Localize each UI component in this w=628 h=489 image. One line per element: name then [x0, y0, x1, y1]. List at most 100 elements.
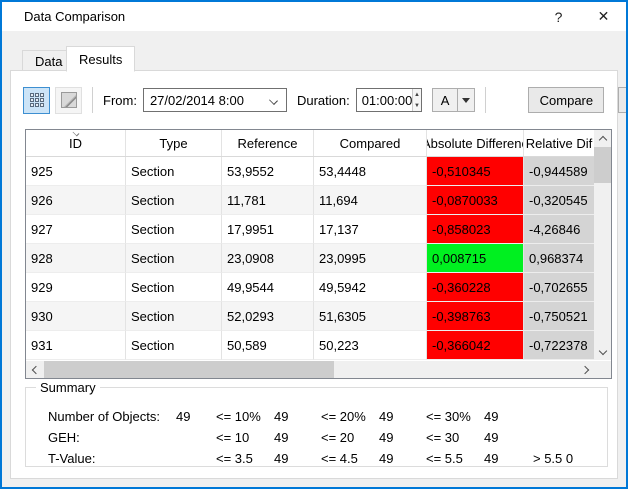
dropdown-arrow-icon	[462, 97, 471, 103]
summary-row: Number of Objects: 49 <= 10% 49 <= 20% 49 <= 3…	[48, 406, 595, 427]
duration-spinbox[interactable]: 01:00:00 ▲ ▼	[355, 88, 422, 112]
cell-compared[interactable]: 11,694	[314, 186, 427, 215]
cell-reference[interactable]: 52,0293	[222, 302, 314, 331]
cell-id[interactable]: 928	[26, 244, 126, 273]
scroll-up-icon[interactable]	[594, 130, 611, 147]
cell-id[interactable]: 929	[26, 273, 126, 302]
summary-row: T-Value: <= 3.5 49 <= 4.5 49 <= 5.5 49 > 5.5 0	[48, 448, 595, 469]
summary-count: 49	[274, 408, 289, 424]
cell-relative[interactable]: -4,26846	[524, 215, 594, 244]
summary-count: 49	[484, 429, 499, 445]
aggregation-label[interactable]: A	[433, 89, 459, 111]
cell-absolute[interactable]: 0,008715	[427, 244, 524, 273]
cell-relative[interactable]: -0,722378	[524, 331, 594, 360]
cell-relative[interactable]: -0,944589	[524, 157, 594, 186]
cell-relative[interactable]: -0,750521	[524, 302, 594, 331]
cell-compared[interactable]: 49,5942	[314, 273, 427, 302]
summary-count: 49	[274, 429, 289, 445]
cell-absolute[interactable]: -0,510345	[427, 157, 524, 186]
cell-relative[interactable]: -0,702655	[524, 273, 594, 302]
cell-absolute[interactable]: -0,360228	[427, 273, 524, 302]
aggregation-dropdown[interactable]	[458, 89, 474, 111]
summary-threshold: <= 20	[321, 429, 355, 445]
spin-down-icon[interactable]: ▼	[413, 100, 421, 111]
chart-view-button[interactable]	[55, 86, 82, 114]
cell-relative[interactable]: 0,968374	[524, 244, 594, 273]
cell-id[interactable]: 926	[26, 186, 126, 215]
cell-reference[interactable]: 53,9552	[222, 157, 314, 186]
scroll-down-icon[interactable]	[594, 343, 611, 360]
cell-type[interactable]: Section	[126, 215, 222, 244]
close-button[interactable]: ✕	[597, 8, 610, 24]
aggregation-split-button[interactable]: A	[431, 88, 476, 112]
help-button[interactable]: ?	[554, 8, 563, 25]
table-row[interactable]: 926 Section 11,781 11,694 -0,0870033 -0,32054…	[26, 186, 611, 215]
cell-relative[interactable]: -0,320545	[524, 186, 594, 215]
scroll-right-icon[interactable]	[577, 361, 594, 378]
title-bar: Data Comparison ? ✕	[2, 2, 626, 31]
tab-results[interactable]: Results	[66, 46, 136, 72]
column-header[interactable]: Absolute Differenc	[427, 130, 524, 156]
grid-view-button[interactable]	[23, 86, 50, 114]
title-bar-buttons: ? ✕	[536, 2, 626, 31]
summary-threshold-group: <= 20% 49	[321, 409, 426, 424]
horizontal-scroll-thumb[interactable]	[44, 361, 334, 378]
compare-button[interactable]: Compare	[528, 87, 605, 113]
table-body: 925 Section 53,9552 53,4448 -0,510345 -0,9445…	[26, 157, 611, 360]
table-row[interactable]: 931 Section 50,589 50,223 -0,366042 -0,722378	[26, 331, 611, 360]
table-row[interactable]: 928 Section 23,0908 23,0995 0,008715 0,968374	[26, 244, 611, 273]
cell-reference[interactable]: 11,781	[222, 186, 314, 215]
cell-absolute[interactable]: -0,0870033	[427, 186, 524, 215]
scroll-left-icon[interactable]	[26, 361, 43, 378]
spin-up-icon[interactable]: ▲	[413, 89, 421, 100]
cell-compared[interactable]: 23,0995	[314, 244, 427, 273]
summary-count: 49	[379, 408, 394, 424]
cell-reference[interactable]: 49,9544	[222, 273, 314, 302]
cell-absolute[interactable]: -0,858023	[427, 215, 524, 244]
cell-compared[interactable]: 53,4448	[314, 157, 427, 186]
cell-reference[interactable]: 50,589	[222, 331, 314, 360]
cell-compared[interactable]: 17,137	[314, 215, 427, 244]
vertical-scroll-thumb[interactable]	[594, 147, 611, 183]
summary-threshold: <= 3.5	[216, 450, 253, 466]
cell-compared[interactable]: 50,223	[314, 331, 427, 360]
cell-id[interactable]: 931	[26, 331, 126, 360]
summary-rows: Number of Objects: 49 <= 10% 49 <= 20% 49 <= 3…	[38, 394, 595, 469]
table-row[interactable]: 929 Section 49,9544 49,5942 -0,360228 -0,7026…	[26, 273, 611, 302]
cell-reference[interactable]: 17,9951	[222, 215, 314, 244]
summary-count: 49	[274, 450, 289, 466]
cell-type[interactable]: Section	[126, 331, 222, 360]
column-header[interactable]: Type	[126, 130, 222, 156]
table-row[interactable]: 927 Section 17,9951 17,137 -0,858023 -4,26846	[26, 215, 611, 244]
column-header[interactable]: Reference	[222, 130, 314, 156]
cell-type[interactable]: Section	[126, 244, 222, 273]
cell-compared[interactable]: 51,6305	[314, 302, 427, 331]
column-header[interactable]: Compared	[314, 130, 427, 156]
summary-count: 49	[379, 429, 394, 445]
column-header[interactable]: ID	[26, 130, 126, 156]
cell-id[interactable]: 927	[26, 215, 126, 244]
summary-label: Number of Objects:	[48, 408, 160, 424]
table-row[interactable]: 930 Section 52,0293 51,6305 -0,398763 -0,7505…	[26, 302, 611, 331]
summary-title: Summary	[36, 380, 100, 395]
vertical-scrollbar[interactable]	[594, 130, 611, 360]
cell-type[interactable]: Section	[126, 302, 222, 331]
chart-view-icon	[60, 92, 77, 108]
window-title: Data Comparison	[24, 9, 126, 24]
cell-type[interactable]: Section	[126, 273, 222, 302]
cell-absolute[interactable]: -0,366042	[427, 331, 524, 360]
cell-id[interactable]: 930	[26, 302, 126, 331]
summary-threshold: <= 30	[426, 429, 460, 445]
action-button[interactable]: Action	[618, 87, 626, 113]
cell-id[interactable]: 925	[26, 157, 126, 186]
cell-reference[interactable]: 23,0908	[222, 244, 314, 273]
horizontal-scrollbar[interactable]	[26, 361, 594, 378]
summary-threshold: <= 4.5	[321, 450, 358, 466]
summary-threshold-group: <= 10% 49	[216, 409, 321, 424]
cell-absolute[interactable]: -0,398763	[427, 302, 524, 331]
column-header[interactable]: Relative Dif	[525, 135, 593, 151]
cell-type[interactable]: Section	[126, 186, 222, 215]
cell-type[interactable]: Section	[126, 157, 222, 186]
table-row[interactable]: 925 Section 53,9552 53,4448 -0,510345 -0,9445…	[26, 157, 611, 186]
from-datetime-combobox[interactable]: 27/02/2014 8:00	[142, 88, 287, 112]
